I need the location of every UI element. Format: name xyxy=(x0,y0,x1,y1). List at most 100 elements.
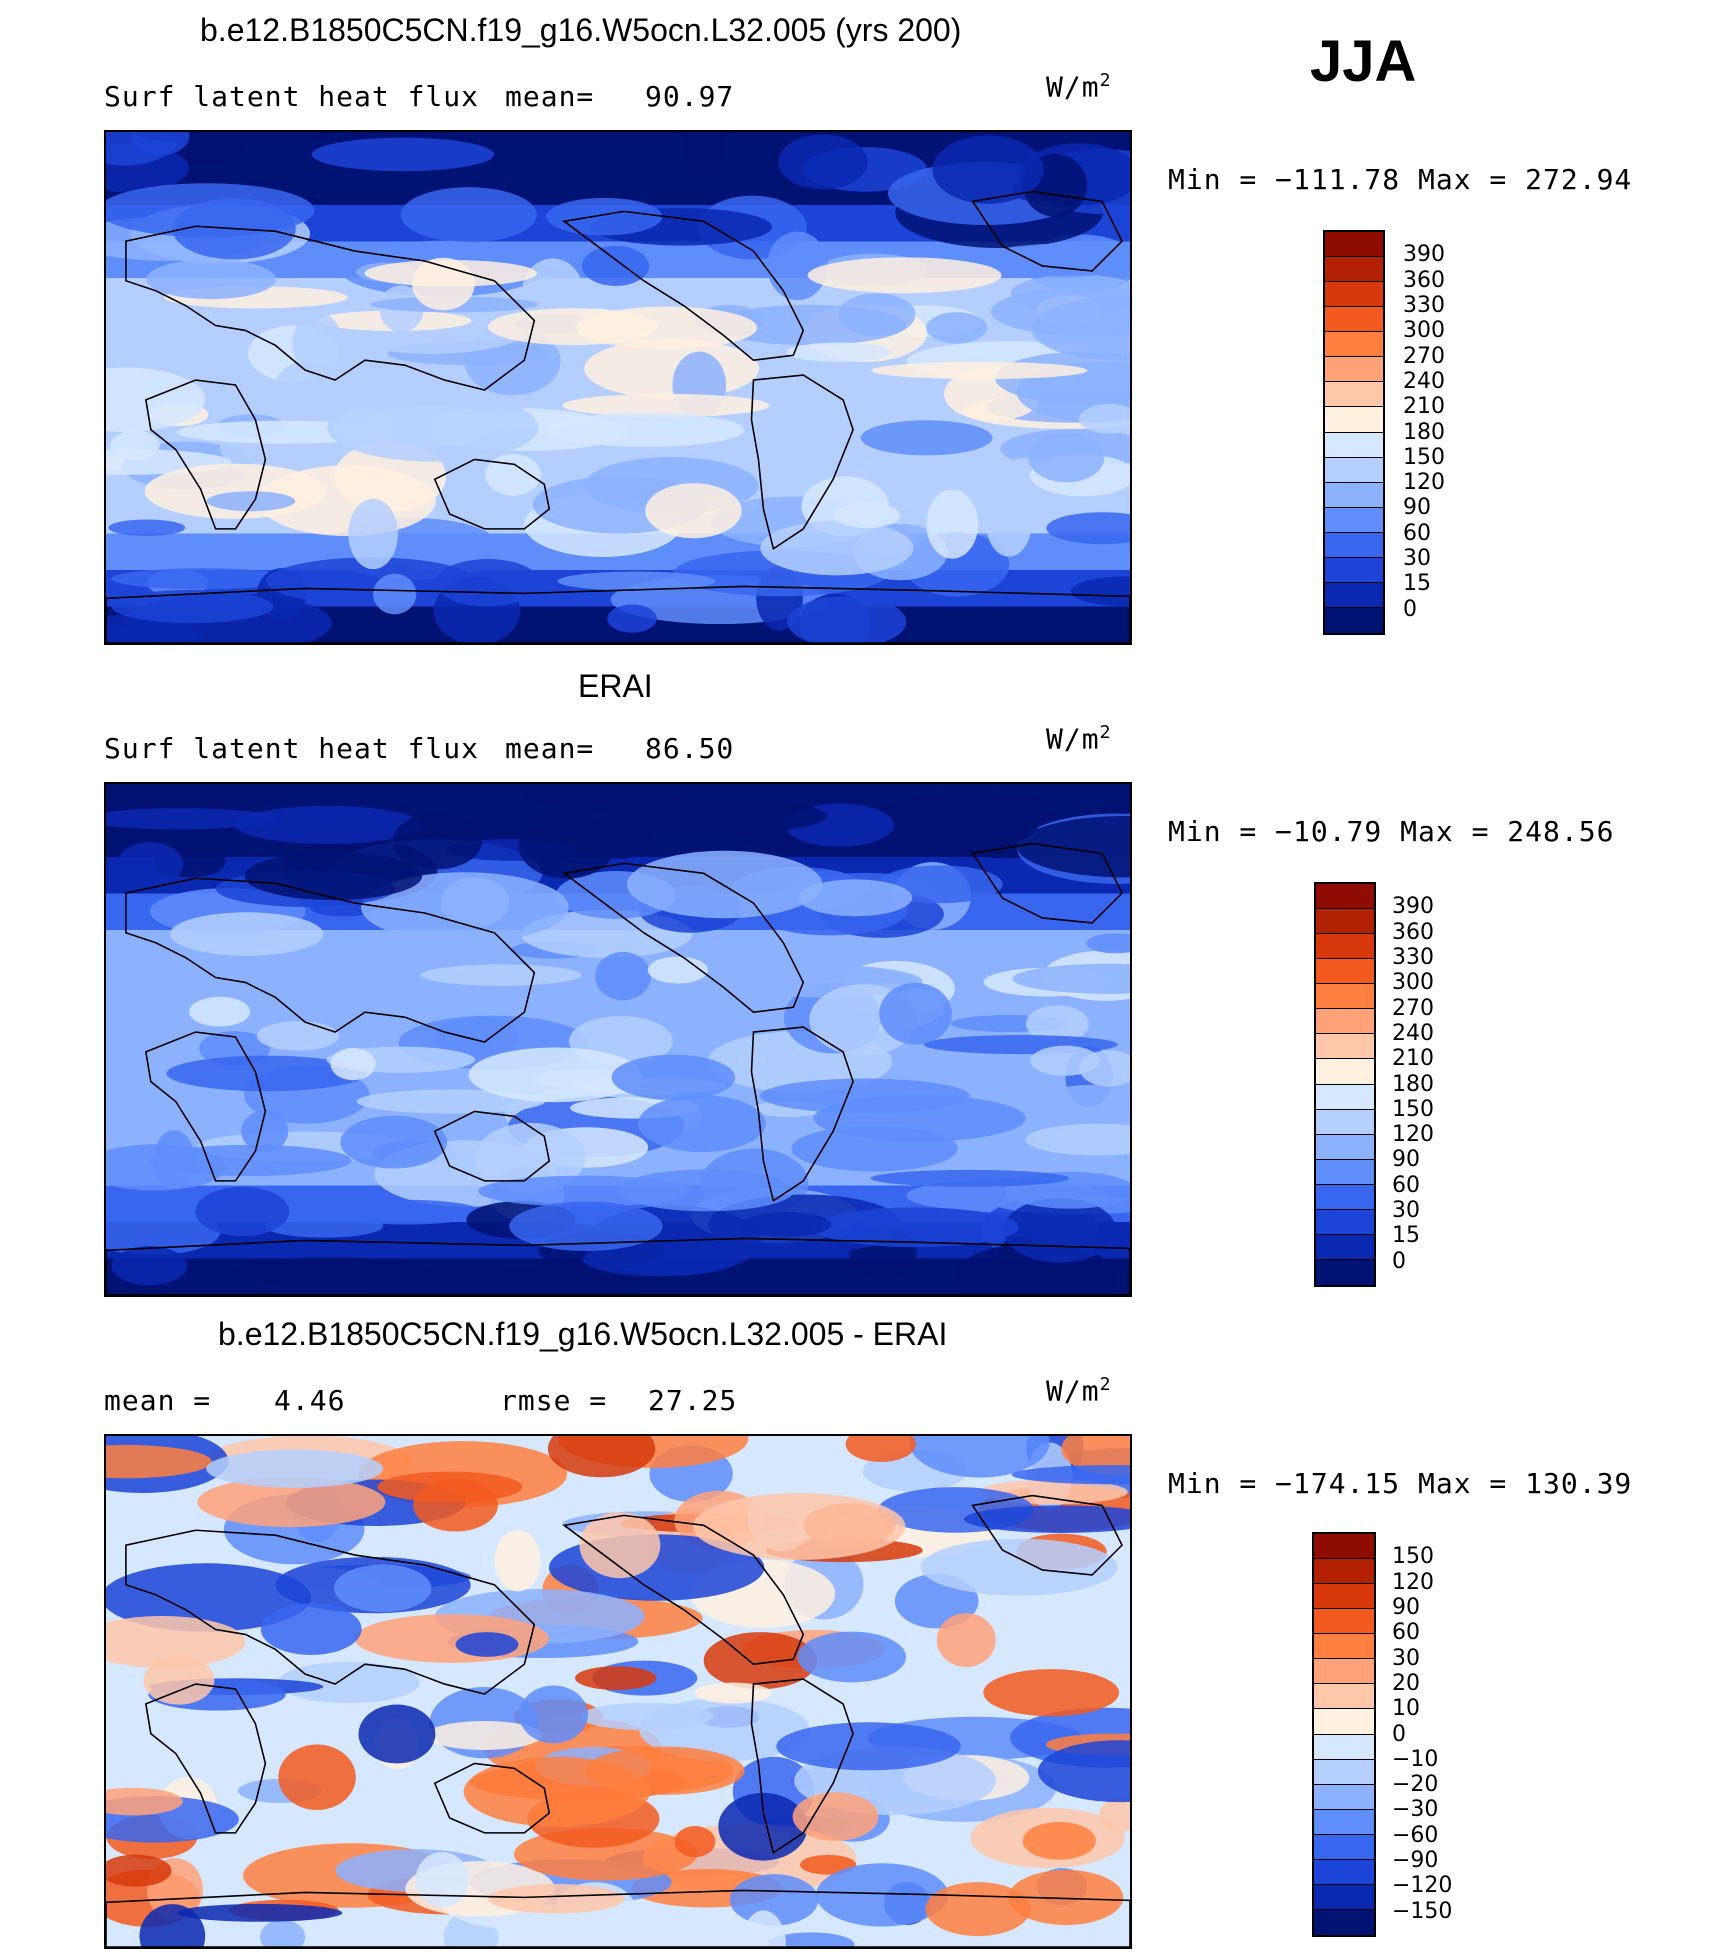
colorbar-swatch xyxy=(1325,282,1383,308)
field-contour xyxy=(1008,1869,1124,1926)
field-contour xyxy=(1011,1465,1130,1485)
panel-3-units: W/m2 xyxy=(1046,1374,1112,1408)
coastline xyxy=(971,1494,1124,1576)
colorbar-tick-label: 120 xyxy=(1392,1569,1434,1595)
colorbar-tick-label: −150 xyxy=(1392,1898,1453,1924)
colorbar-tick-label: 150 xyxy=(1403,444,1445,470)
colorbar-tick-label: 300 xyxy=(1403,318,1445,344)
field-contour xyxy=(1086,933,1130,954)
field-contour xyxy=(106,1209,221,1255)
field-contour xyxy=(1046,512,1130,545)
field-contour xyxy=(792,1792,879,1841)
colorbar-swatch xyxy=(1325,457,1383,483)
field-contour xyxy=(1012,963,1130,994)
field-contour xyxy=(581,245,650,286)
colorbar-tick-label: 15 xyxy=(1392,1223,1420,1249)
field-contour xyxy=(618,1169,795,1212)
colorbar-tick-label: 0 xyxy=(1392,1721,1406,1747)
colorbar-swatch xyxy=(1325,357,1383,383)
field-contour xyxy=(895,785,1042,851)
colorbar-tick-label: 90 xyxy=(1403,495,1431,521)
field-contour xyxy=(767,1932,855,1947)
field-contour xyxy=(400,187,537,243)
colorbar-tick-label: 360 xyxy=(1392,919,1434,945)
coastline xyxy=(971,190,1124,272)
panel-2-colorbar-labels: 390 360 330 300 270 240 210 180 150 120 90 60 30 15 0 xyxy=(1392,882,1492,1287)
coastline xyxy=(125,877,536,1043)
field-contour xyxy=(936,1613,996,1668)
field-contour xyxy=(729,1874,819,1926)
field-contour xyxy=(334,1564,432,1613)
field-contour xyxy=(871,361,1088,380)
panel-1-colorbar-labels: 390 360 330 300 270 240 210 180 150 120 90 60 30 15 0 xyxy=(1403,230,1503,635)
colorbar-tick-label: 300 xyxy=(1392,970,1434,996)
field-contour xyxy=(562,393,770,418)
field-contour xyxy=(1070,576,1130,607)
colorbar-tick-label: 15 xyxy=(1403,571,1431,597)
field-contour xyxy=(426,1720,543,1750)
field-contour xyxy=(354,1614,550,1663)
field-contour xyxy=(277,1661,420,1704)
colorbar-swatch xyxy=(1314,1684,1374,1710)
field-contour xyxy=(256,1021,340,1051)
panel-3-map xyxy=(104,1434,1132,1949)
colorbar-swatch xyxy=(1314,1534,1374,1560)
colorbar-tick-label: 180 xyxy=(1392,1071,1434,1097)
field-contour xyxy=(131,132,190,156)
colorbar-tick-label: 360 xyxy=(1403,267,1445,293)
panel-3-colorbar xyxy=(1312,1532,1376,1937)
field-contour xyxy=(372,573,417,615)
colorbar-tick-label: 10 xyxy=(1392,1696,1420,1722)
colorbar-tick-label: 390 xyxy=(1403,242,1445,268)
colorbar-swatch xyxy=(1314,1659,1374,1685)
colorbar-swatch xyxy=(1325,582,1383,608)
colorbar-swatch xyxy=(1314,1859,1374,1885)
field-contour xyxy=(522,258,583,324)
field-contour xyxy=(106,1563,311,1632)
panel-1-field xyxy=(106,132,1130,643)
field-contour xyxy=(468,1047,642,1103)
field-contour xyxy=(576,306,758,349)
field-contour xyxy=(786,342,893,362)
colorbar-swatch xyxy=(1325,532,1383,558)
colorbar-swatch xyxy=(1325,382,1383,408)
field-contour xyxy=(143,1655,215,1705)
field-contour xyxy=(582,1241,738,1277)
field-contour xyxy=(244,851,423,901)
field-contour xyxy=(580,1702,714,1731)
colorbar-tick-label: 270 xyxy=(1403,343,1445,369)
field-contour xyxy=(812,1207,1019,1248)
field-contour xyxy=(741,1212,831,1237)
colorbar-swatch xyxy=(1314,1884,1374,1910)
colorbar-tick-label: 60 xyxy=(1392,1620,1420,1646)
colorbar-tick-label: 0 xyxy=(1403,596,1417,622)
field-contour xyxy=(546,197,663,236)
colorbar-swatch xyxy=(1316,1084,1374,1110)
field-contour xyxy=(645,483,742,539)
field-contour xyxy=(579,1512,661,1579)
coastline xyxy=(562,1514,805,1666)
field-contour xyxy=(870,1169,1069,1187)
field-contour xyxy=(106,1854,172,1887)
colorbar-tick-label: 120 xyxy=(1403,470,1445,496)
field-contour xyxy=(607,604,657,633)
field-contour xyxy=(845,1436,916,1462)
field-contour xyxy=(807,257,1002,294)
field-contour xyxy=(327,392,539,462)
coastline xyxy=(144,1683,267,1834)
colorbar-swatch xyxy=(1316,1034,1374,1060)
colorbar-swatch xyxy=(1325,307,1383,333)
panel-2-map xyxy=(104,782,1132,1297)
colorbar-swatch xyxy=(1314,1734,1374,1760)
field-contour xyxy=(311,137,495,172)
field-contour xyxy=(718,1792,808,1861)
colorbar-tick-label: 330 xyxy=(1392,944,1434,970)
field-contour xyxy=(195,1186,290,1237)
field-contour xyxy=(1022,1821,1096,1860)
field-contour xyxy=(275,361,342,408)
coastline xyxy=(433,1762,551,1834)
colorbar-tick-label: 390 xyxy=(1392,894,1434,920)
field-contour xyxy=(110,568,296,590)
field-contour xyxy=(106,808,278,830)
field-contour xyxy=(547,1436,656,1478)
